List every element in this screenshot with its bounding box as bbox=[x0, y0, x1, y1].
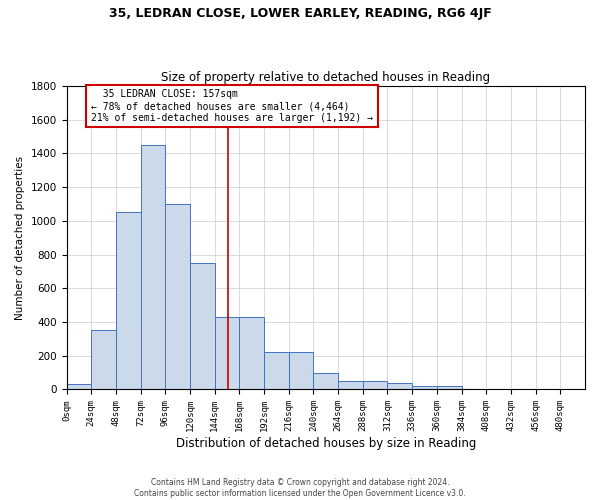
Y-axis label: Number of detached properties: Number of detached properties bbox=[15, 156, 25, 320]
Bar bbox=[313, 372, 338, 390]
Bar bbox=[412, 386, 437, 390]
Bar bbox=[165, 204, 190, 390]
Text: Contains HM Land Registry data © Crown copyright and database right 2024.
Contai: Contains HM Land Registry data © Crown c… bbox=[134, 478, 466, 498]
Bar bbox=[363, 381, 388, 390]
Text: 35 LEDRAN CLOSE: 157sqm
← 78% of detached houses are smaller (4,464)
21% of semi: 35 LEDRAN CLOSE: 157sqm ← 78% of detache… bbox=[91, 90, 373, 122]
Bar bbox=[116, 212, 140, 390]
Bar bbox=[437, 386, 461, 390]
Text: 35, LEDRAN CLOSE, LOWER EARLEY, READING, RG6 4JF: 35, LEDRAN CLOSE, LOWER EARLEY, READING,… bbox=[109, 8, 491, 20]
Bar bbox=[140, 145, 165, 390]
X-axis label: Distribution of detached houses by size in Reading: Distribution of detached houses by size … bbox=[176, 437, 476, 450]
Bar bbox=[239, 317, 264, 390]
Title: Size of property relative to detached houses in Reading: Size of property relative to detached ho… bbox=[161, 70, 490, 84]
Bar bbox=[91, 330, 116, 390]
Bar bbox=[215, 317, 239, 390]
Bar bbox=[190, 263, 215, 390]
Bar bbox=[67, 384, 91, 390]
Bar bbox=[388, 382, 412, 390]
Bar bbox=[289, 352, 313, 390]
Bar bbox=[338, 381, 363, 390]
Bar bbox=[264, 352, 289, 390]
